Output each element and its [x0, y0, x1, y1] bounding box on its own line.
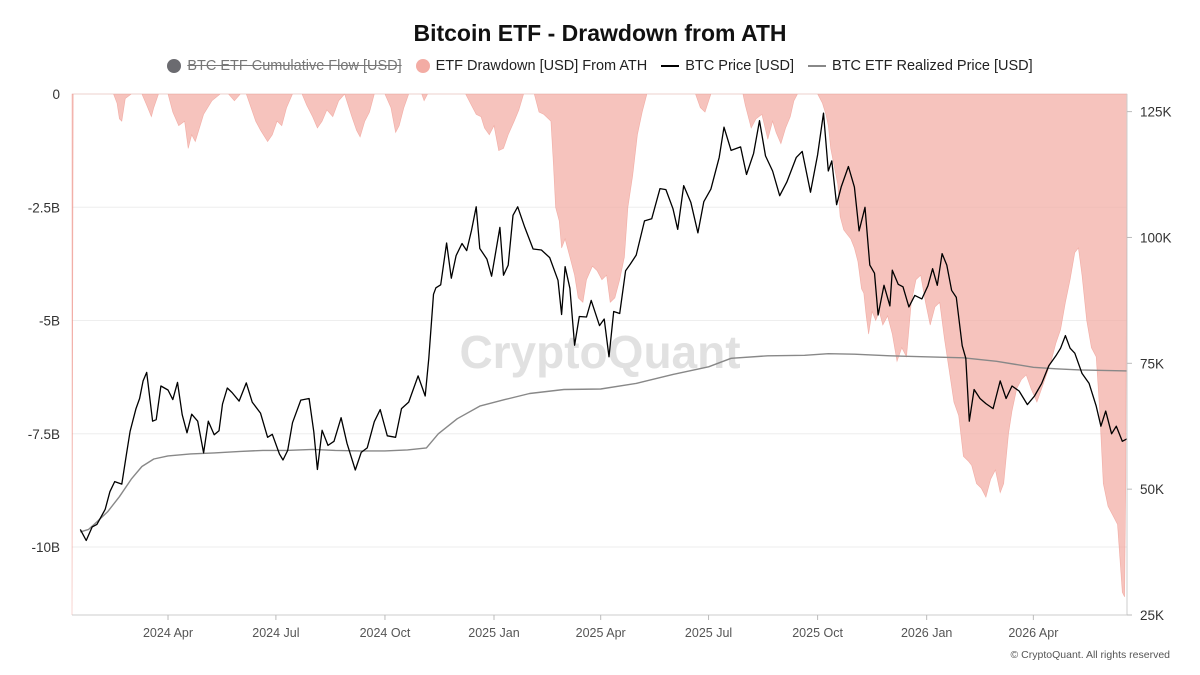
left-axis-tick-label: 0 [52, 87, 60, 102]
right-axis-tick-label: 75K [1140, 356, 1164, 371]
watermark: CryptoQuant [459, 326, 740, 378]
left-axis-tick-label: -10B [31, 540, 60, 555]
right-axis-tick-label: 50K [1140, 482, 1164, 497]
left-axis-tick-label: -5B [39, 314, 60, 329]
right-axis-tick-label: 125K [1140, 105, 1172, 120]
left-axis-tick-label: -2.5B [28, 200, 60, 215]
legend-item-etf-drawdown[interactable]: ETF Drawdown [USD] From ATH [415, 58, 648, 74]
etf-drawdown-area [71, 93, 1128, 616]
etf-realized-price-line [80, 353, 1128, 533]
legend-item-btc-price[interactable]: BTC Price [USD] [661, 58, 794, 74]
left-axis-tick-label: -7.5B [28, 427, 60, 442]
x-axis-tick-label: 2026 Jan [901, 626, 952, 640]
right-axis-tick-label: 100K [1140, 230, 1172, 245]
legend-label: BTC ETF Realized Price [USD] [832, 58, 1033, 74]
legend-item-etf-cumulative-flow[interactable]: BTC ETF Cumulative Flow [USD] [167, 58, 402, 74]
x-axis-tick-label: 2026 Apr [1008, 626, 1058, 640]
axes [72, 94, 1128, 616]
legend-dot-icon [167, 59, 182, 73]
chart-title: Bitcoin ETF - Drawdown from ATH [413, 20, 787, 46]
x-axis-tick-label: 2025 Oct [792, 626, 843, 640]
x-axis-tick-label: 2024 Jul [252, 626, 299, 640]
copyright-notice: © CryptoQuant. All rights reserved [1010, 649, 1170, 661]
legend-label: BTC ETF Cumulative Flow [USD] [187, 58, 402, 74]
right-axis: 125K 100K 75K 50K 25K [1127, 105, 1172, 623]
legend-line-icon [808, 65, 827, 67]
drawdown-area-layer [71, 93, 1128, 616]
chart-legend: BTC ETF Cumulative Flow [USD] ETF Drawdo… [0, 58, 1200, 74]
left-axis: 0 -2.5B -5B -7.5B -10B [28, 87, 60, 555]
x-axis-tick-label: 2025 Jan [468, 626, 519, 640]
x-axis-tick-label: 2024 Apr [143, 626, 193, 640]
legend-line-icon [661, 65, 680, 67]
legend-label: ETF Drawdown [USD] From ATH [435, 58, 648, 74]
x-axis: 2024 Apr 2024 Jul 2024 Oct 2025 Jan 2025 Apr… [143, 615, 1058, 640]
legend-dot-icon [415, 59, 430, 73]
legend-item-etf-realized-price[interactable]: BTC ETF Realized Price [USD] [808, 58, 1033, 74]
x-axis-tick-label: 2024 Oct [360, 626, 411, 640]
btc-price-line [79, 112, 1128, 542]
price-line-layer [79, 112, 1128, 542]
x-axis-tick-label: 2025 Apr [576, 626, 626, 640]
x-axis-tick-label: 2025 Jul [685, 626, 732, 640]
legend-label: BTC Price [USD] [685, 58, 795, 74]
right-axis-tick-label: 25K [1140, 608, 1164, 623]
